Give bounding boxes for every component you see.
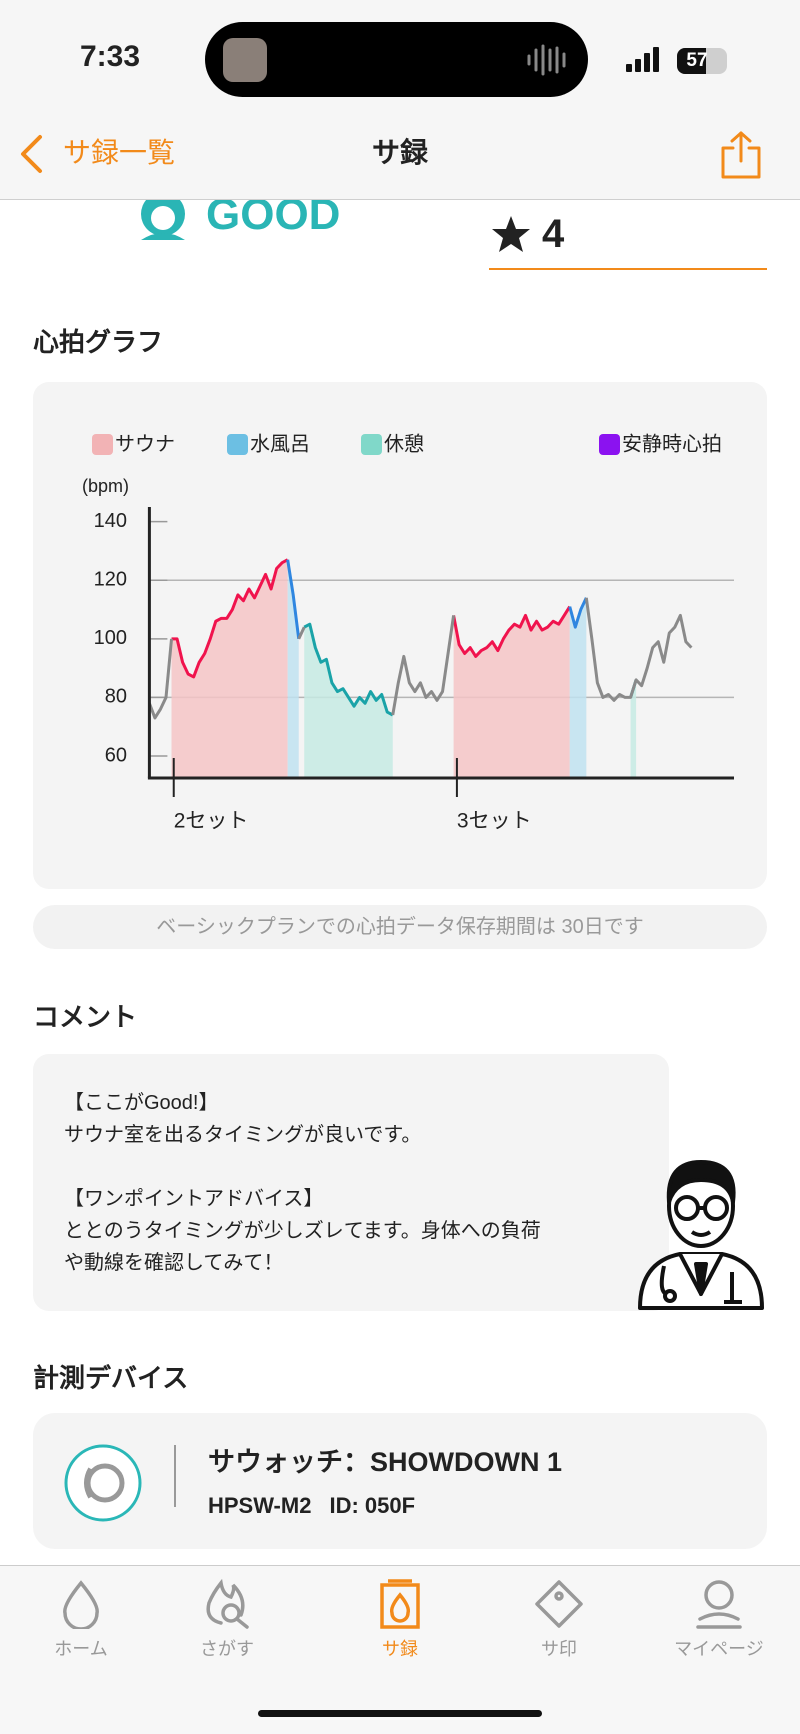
legend-label: サウナ bbox=[115, 433, 175, 455]
island-wave bbox=[527, 44, 566, 76]
comment-line: サウナ室を出るタイミングが良いです。 bbox=[64, 1124, 422, 1146]
device-info: HPSW-M2 ID: 050F bbox=[208, 1492, 415, 1520]
home-indicator bbox=[258, 1710, 542, 1717]
battery-level bbox=[677, 48, 706, 74]
tab-label: マイページ bbox=[674, 1639, 764, 1659]
tab-icon bbox=[206, 1579, 249, 1629]
section-title: コメント bbox=[33, 1002, 138, 1032]
tab[interactable]: マイページ bbox=[649, 1565, 789, 1685]
device-id: ID: 050F bbox=[329, 1493, 416, 1518]
rating-underline bbox=[489, 268, 767, 270]
tab[interactable]: ホーム bbox=[11, 1565, 151, 1685]
retention-note: ベーシックプランでの心拍データ保存期間は 30日です bbox=[33, 905, 767, 949]
legend-swatch bbox=[92, 434, 113, 455]
line bbox=[286, 559, 588, 640]
tab-label: さがす bbox=[200, 1639, 254, 1659]
y-tick-label: 120 bbox=[94, 569, 127, 591]
section-title: 計測デバイス bbox=[33, 1363, 189, 1393]
condition-icon bbox=[141, 192, 185, 240]
device-name: サウォッチ：SHOWDOWN 1 bbox=[208, 1447, 562, 1477]
divider bbox=[174, 1445, 176, 1507]
star-rating: 4 bbox=[542, 212, 565, 256]
comment-line: 【ワンポイントアドバイス】 bbox=[64, 1188, 324, 1210]
battery-text: 57 bbox=[686, 50, 708, 71]
signal-icon bbox=[626, 47, 659, 72]
device-card: サウォッチ：SHOWDOWN 1 HPSW-M2 ID: 050F bbox=[33, 1413, 767, 1549]
area bbox=[304, 624, 637, 778]
device-model: HPSW-M2 bbox=[208, 1493, 312, 1518]
y-tick-label: 60 bbox=[105, 744, 127, 766]
nav-title: サ録 bbox=[371, 137, 428, 168]
line bbox=[147, 597, 693, 720]
legend-label: 水風呂 bbox=[250, 432, 310, 455]
line bbox=[171, 558, 572, 679]
set-marker-label: 2セット bbox=[174, 810, 249, 833]
device-icon bbox=[64, 1444, 142, 1522]
star-icon bbox=[492, 216, 530, 252]
back-chevron[interactable] bbox=[18, 134, 44, 174]
chart: サウナ 水風呂 休憩 安静時心拍 (bpm) 60 80 100 120 140 2セット 3セット bbox=[82, 432, 734, 833]
legend-swatch bbox=[361, 434, 382, 455]
status-time: 7:33 bbox=[80, 40, 141, 73]
share-button[interactable] bbox=[719, 130, 763, 180]
tab[interactable]: さがす bbox=[157, 1565, 297, 1685]
tab-icon bbox=[696, 1580, 742, 1629]
y-tick-label: 100 bbox=[94, 627, 127, 649]
area bbox=[171, 559, 570, 778]
section-title: 心拍グラフ bbox=[33, 327, 164, 357]
doctor-avatar bbox=[638, 1160, 764, 1310]
legend-label: 休憩 bbox=[384, 432, 424, 455]
island-thumb bbox=[223, 38, 267, 82]
tab-icon bbox=[63, 1580, 99, 1629]
y-axis-label: (bpm) bbox=[82, 476, 129, 496]
tab-icon bbox=[535, 1580, 583, 1628]
tab-label: サ印 bbox=[541, 1639, 577, 1659]
tab-label: ホーム bbox=[54, 1639, 108, 1659]
comment-line: や動線を確認してみて！ bbox=[64, 1252, 284, 1274]
comment-line: 【ここがGood!】 bbox=[64, 1092, 219, 1114]
chart-card bbox=[33, 382, 767, 889]
comment-line: ととのうタイミングが少しズレてます。身体への負荷 bbox=[64, 1220, 541, 1242]
legend-swatch bbox=[227, 434, 248, 455]
battery: 57 bbox=[677, 48, 727, 74]
tab-icon bbox=[380, 1579, 420, 1629]
legend-swatch bbox=[599, 434, 620, 455]
tab[interactable]: サ録 bbox=[330, 1565, 470, 1685]
tab[interactable]: サ印 bbox=[489, 1565, 629, 1685]
back-button[interactable]: サ録一覧 bbox=[63, 137, 176, 168]
header: 7:33 57 サ録一覧 サ録 bbox=[0, 0, 800, 200]
tab-label: サ録 bbox=[382, 1639, 418, 1659]
y-tick-label: 140 bbox=[94, 510, 127, 532]
dynamic-island bbox=[205, 22, 588, 97]
legend-label: 安静時心拍 bbox=[622, 432, 722, 455]
y-tick-label: 80 bbox=[105, 686, 127, 708]
comment-card: 【ここがGood!】 サウナ室を出るタイミングが良いです。 【ワンポイントアドバ… bbox=[33, 1054, 669, 1311]
set-marker-label: 3セット bbox=[457, 810, 532, 833]
